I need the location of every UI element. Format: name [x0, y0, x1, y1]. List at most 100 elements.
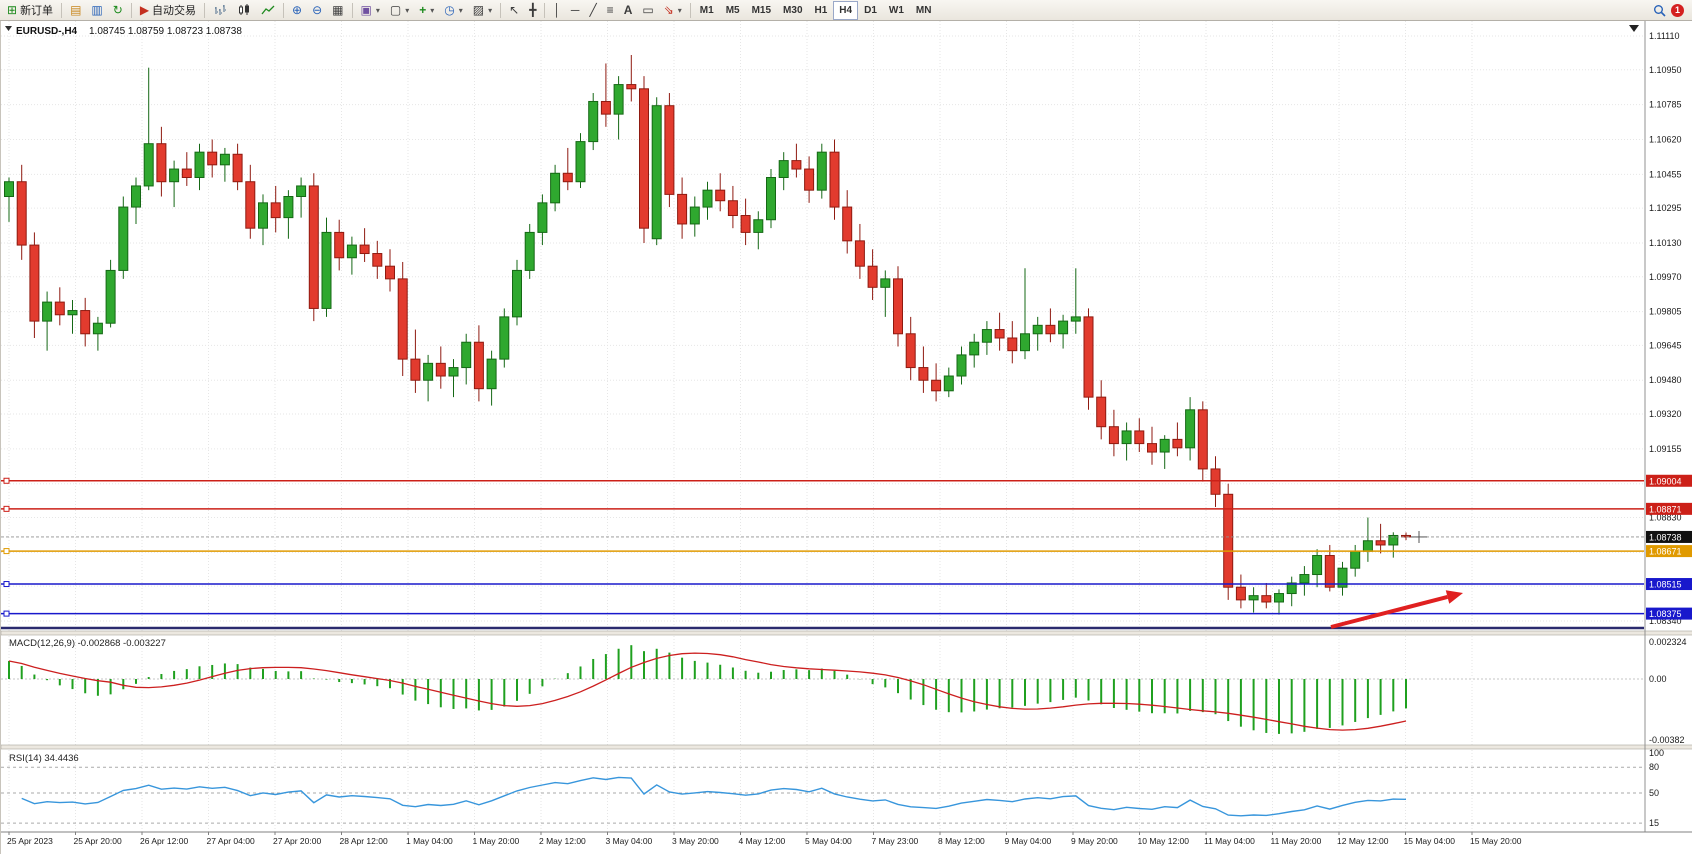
dropdown-arrow-icon: ▾: [677, 5, 682, 15]
candle-body: [727, 200, 738, 217]
candle-body: [1159, 438, 1170, 453]
new-order-button[interactable]: ⊞ 新订单: [2, 1, 58, 20]
timeframe-h1-button[interactable]: H1: [809, 1, 834, 20]
chart-shift-marker[interactable]: [1629, 25, 1639, 32]
text-icon: A: [623, 3, 633, 17]
timeframe-w1-button[interactable]: W1: [883, 1, 910, 20]
timeframe-m5-button[interactable]: M5: [720, 1, 746, 20]
candle-body: [1299, 574, 1310, 584]
chart-canvas[interactable]: 1.11110 1.10950 1.10785 1.10620 1.10455 1.102…: [1, 21, 1692, 854]
candle-body: [867, 265, 878, 288]
time-label: 11 May 04:00: [1204, 836, 1255, 846]
trend-arrow[interactable]: [1330, 595, 1449, 629]
pane-separator[interactable]: [1, 744, 1692, 750]
line-anchor-handle[interactable]: [3, 505, 10, 512]
price-tick-label: 1.08340: [1649, 616, 1682, 626]
bar-chart-icon: [215, 5, 227, 15]
refresh-button[interactable]: ↻: [108, 1, 128, 20]
market-watch-button[interactable]: ▥: [86, 1, 107, 20]
trendline-tool-button[interactable]: ╱: [584, 1, 601, 20]
timeframe-mn-button[interactable]: MN: [910, 1, 938, 20]
candle-body: [880, 278, 891, 288]
notification-badge[interactable]: 1: [1671, 3, 1684, 17]
candle-body: [1286, 582, 1297, 595]
candle-body: [537, 202, 548, 233]
candle-body: [105, 269, 116, 324]
time-label: 1 May 04:00: [406, 836, 453, 846]
line-chart-button[interactable]: [256, 1, 280, 20]
candle-body: [931, 379, 942, 392]
candle-body: [613, 84, 624, 115]
candle-body: [715, 189, 726, 202]
candle-body: [1362, 540, 1373, 552]
toolbar-separator: [204, 2, 206, 18]
bar-chart-button[interactable]: [208, 1, 232, 20]
timeframe-h4-button[interactable]: H4: [833, 0, 859, 20]
autotrade-button[interactable]: ▶ 自动交易: [135, 1, 201, 20]
time-label: 11 May 20:00: [1271, 836, 1322, 846]
price-tick-label: 1.09805: [1649, 307, 1682, 317]
dropdown-arrow-icon: ▾: [405, 5, 410, 15]
candle-body: [893, 278, 903, 335]
search-button[interactable]: [1648, 1, 1671, 20]
profiles-button[interactable]: ▢ ▾: [385, 1, 414, 20]
candle-body: [245, 181, 256, 229]
candle-body: [1324, 555, 1335, 588]
time-label: 12 May 12:00: [1337, 836, 1389, 846]
candle-body: [232, 153, 243, 183]
candle-body: [1134, 430, 1145, 445]
templates-button[interactable]: ▨ ▾: [468, 1, 497, 20]
candlestick-chart-button[interactable]: [232, 1, 256, 20]
candle-body: [359, 244, 370, 255]
dropdown-arrow-icon: ▾: [430, 5, 435, 15]
candle-body: [42, 301, 53, 322]
timeframe-m1-button[interactable]: M1: [694, 1, 720, 20]
arrows-tool-button[interactable]: ⇘ ▾: [659, 1, 687, 20]
time-label: 1 May 20:00: [473, 836, 520, 846]
candle-body: [651, 105, 662, 240]
candle-body: [753, 219, 764, 233]
text-label-tool-button[interactable]: ▭: [637, 1, 658, 20]
candle-body: [1007, 337, 1018, 352]
indicators-button[interactable]: + ▾: [414, 1, 439, 20]
crosshair-tool-button[interactable]: ╋: [524, 1, 541, 20]
candle-body: [1274, 593, 1284, 603]
data-window-icon: ▤: [70, 3, 82, 17]
macd-label: MACD(12,26,9) -0.002868 -0.003227: [9, 638, 166, 649]
trend-arrow-head[interactable]: [1445, 590, 1463, 604]
zoom-out-button[interactable]: ⊖: [307, 1, 327, 20]
candle-body: [54, 301, 65, 316]
time-label: 9 May 04:00: [1005, 836, 1052, 846]
vertical-line-tool-button[interactable]: │: [548, 1, 566, 20]
line-anchor-handle[interactable]: [3, 548, 10, 555]
horizontal-line-tool-button[interactable]: ─: [566, 1, 585, 20]
candle-body: [702, 189, 713, 208]
data-window-button[interactable]: ▤: [65, 1, 86, 20]
periods-button[interactable]: ◷ ▾: [439, 1, 468, 20]
text-tool-button[interactable]: A: [619, 1, 638, 20]
chart-area[interactable]: 1.11110 1.10950 1.10785 1.10620 1.10455 1.102…: [0, 21, 1692, 854]
time-label: 10 May 12:00: [1138, 836, 1190, 846]
toolbar-separator: [61, 2, 63, 18]
timeframe-m15-button[interactable]: M15: [746, 1, 777, 20]
symbol-dropdown-icon[interactable]: [5, 26, 12, 31]
candle-body: [1197, 409, 1208, 470]
zoom-in-button[interactable]: ⊕: [287, 1, 307, 20]
chart-background: [1, 21, 1692, 854]
candle-body: [600, 100, 611, 115]
refresh-icon: ↻: [112, 3, 123, 17]
pane-separator[interactable]: [1, 630, 1692, 636]
new-chart-button[interactable]: ▣ ▾: [356, 1, 385, 20]
timeframe-d1-button[interactable]: D1: [858, 1, 883, 20]
candle-body: [829, 151, 840, 208]
fibonacci-tool-button[interactable]: ≡: [602, 1, 619, 20]
tile-windows-button[interactable]: ▦: [327, 1, 348, 20]
candle-body: [80, 310, 91, 335]
candle-body: [29, 244, 40, 322]
line-anchor-handle[interactable]: [3, 610, 10, 617]
timeframe-m30-button[interactable]: M30: [777, 1, 808, 20]
candle-body: [1337, 567, 1348, 588]
cursor-tool-button[interactable]: ↖: [504, 1, 524, 20]
line-anchor-handle[interactable]: [3, 581, 10, 588]
line-anchor-handle[interactable]: [3, 477, 10, 484]
